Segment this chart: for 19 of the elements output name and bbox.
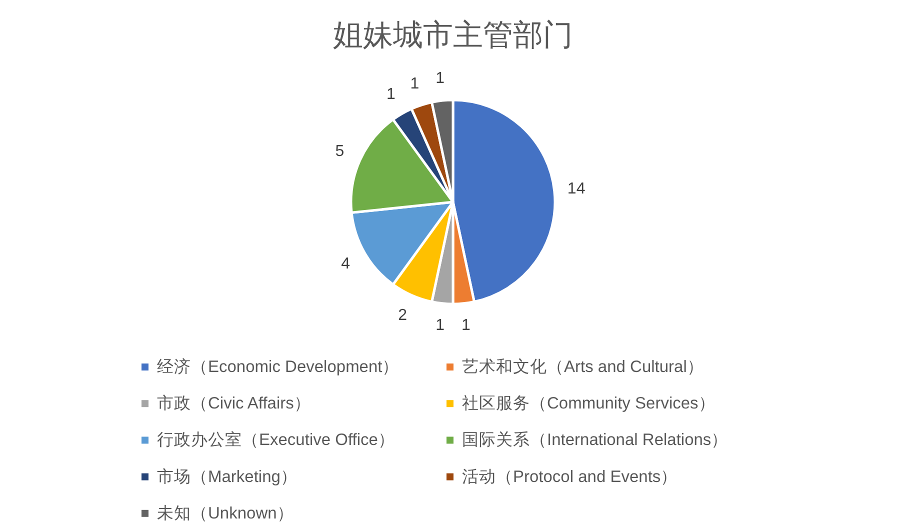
data-label: 2 xyxy=(398,306,408,324)
data-label: 1 xyxy=(436,316,445,334)
legend-label: 经济（Economic Development） xyxy=(157,357,400,376)
legend-label: 活动（Protocol and Events） xyxy=(462,468,678,486)
data-label: 1 xyxy=(410,76,420,93)
legend-label: 社区服务（Community Services） xyxy=(462,394,716,413)
legend-label: 国际关系（International Relations） xyxy=(462,430,728,450)
data-label: 4 xyxy=(341,256,350,272)
legend-label: 市场（Marketing） xyxy=(157,466,298,486)
data-label: 14 xyxy=(567,180,586,198)
chart-title: 姐妹城市主管部门 xyxy=(333,19,573,52)
data-label: 5 xyxy=(335,143,344,160)
data-label: 1 xyxy=(462,316,471,334)
data-label: 1 xyxy=(386,86,396,104)
legend-label: 艺术和文化（Arts and Cultural） xyxy=(462,357,704,376)
legend-label: 行政办公室（Executive Office） xyxy=(157,430,395,450)
legend-label: 市政（Civic Affairs） xyxy=(157,394,311,413)
data-label: 1 xyxy=(436,70,445,88)
legend-label: 未知（Unknown） xyxy=(157,504,294,522)
